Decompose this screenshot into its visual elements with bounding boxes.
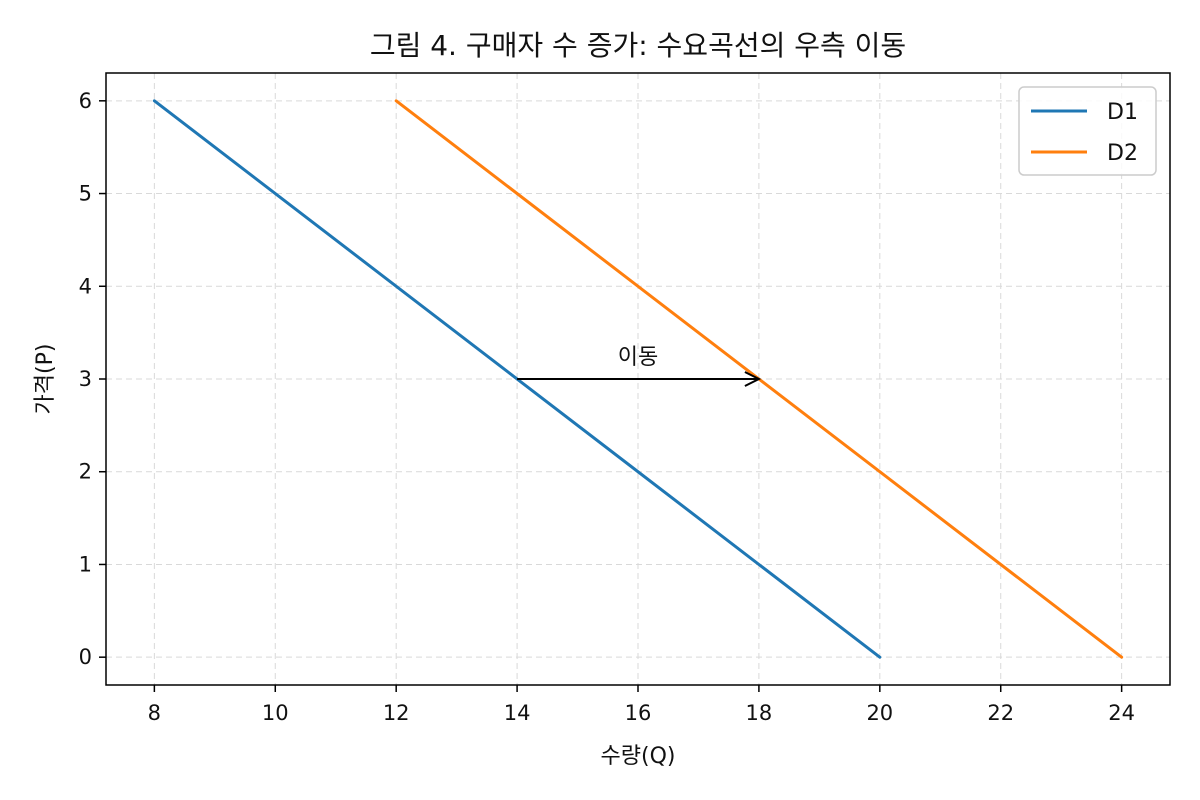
y-tick-label: 1	[79, 552, 92, 576]
shift-arrow-head	[744, 371, 762, 387]
x-tick-label: 20	[866, 701, 893, 725]
y-tick-label: 6	[79, 89, 92, 113]
y-tick-label: 5	[79, 182, 92, 206]
chart-title: 그림 4. 구매자 수 증가: 수요곡선의 우측 이동	[370, 29, 906, 62]
x-tick-label: 10	[262, 701, 289, 725]
x-tick-label: 14	[504, 701, 531, 725]
legend-label-d2: D2	[1107, 141, 1138, 166]
x-axis-label: 수량(Q)	[601, 744, 676, 769]
legend: D1 D2	[1018, 86, 1157, 176]
x-axis: 8 10 12 14 16 18 20 22 24	[148, 685, 1135, 725]
y-tick-label: 0	[79, 645, 92, 669]
annotation-layer: 이동	[517, 345, 762, 387]
shift-annotation-label: 이동	[618, 345, 658, 370]
x-tick-label: 8	[148, 701, 161, 725]
x-tick-label: 12	[383, 701, 410, 725]
y-tick-label: 3	[79, 367, 92, 391]
y-axis: 0 1 2 3 4 5 6	[79, 89, 106, 669]
x-tick-label: 16	[625, 701, 652, 725]
y-axis-label: 가격(P)	[33, 344, 58, 415]
y-tick-label: 4	[79, 274, 92, 298]
x-tick-label: 24	[1108, 701, 1135, 725]
x-tick-label: 22	[987, 701, 1014, 725]
y-tick-label: 2	[79, 460, 92, 484]
x-tick-label: 18	[746, 701, 773, 725]
legend-label-d1: D1	[1107, 100, 1138, 125]
